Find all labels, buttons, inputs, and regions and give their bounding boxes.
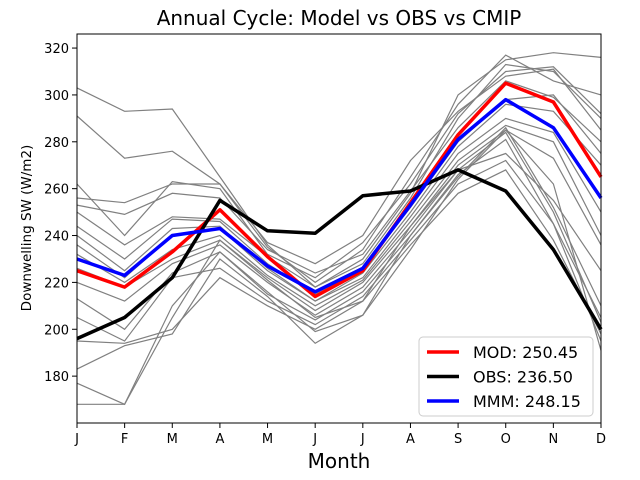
x-tick-label: A <box>406 432 415 447</box>
cmip-series-line-3 <box>76 66 602 279</box>
x-tick-label: O <box>501 432 511 447</box>
legend-label-mod: MOD: 250.45 <box>473 343 578 362</box>
plot-frame <box>76 33 602 424</box>
cmip-series-line-18 <box>77 131 602 405</box>
y-tick-label: 220 <box>44 276 69 291</box>
y-tick-label: 200 <box>44 323 69 338</box>
x-tick-label: M <box>262 432 273 447</box>
x-tick-label: S <box>454 432 462 447</box>
x-tick-label: J <box>360 432 365 447</box>
legend-label-mmm: MMM: 248.15 <box>473 392 581 411</box>
mod-series-line <box>76 81 603 299</box>
y-tick-label: 240 <box>44 230 69 245</box>
legend-label-obs: OBS: 236.50 <box>473 368 573 387</box>
x-tick-label: J <box>74 432 79 447</box>
cmip-series-line-1 <box>76 52 602 288</box>
y-tick-label: 180 <box>44 370 69 385</box>
x-tick-label: D <box>596 432 606 447</box>
cmip-series-line-15 <box>76 169 602 344</box>
x-tick-label: N <box>548 432 558 447</box>
obs-series-line <box>76 168 603 341</box>
y-tick-label: 300 <box>44 89 69 104</box>
y-tick-label: 320 <box>44 42 69 57</box>
y-axis-ticks: 180 200 220 240 260 280 300 320 <box>44 42 77 385</box>
cmip-series-line-2 <box>76 54 602 284</box>
cmip-series-line-17 <box>76 138 602 406</box>
cmip-series-line-14 <box>76 159 602 342</box>
x-axis-label: Month <box>308 449 371 473</box>
cmip-series-line-6 <box>76 63 602 288</box>
legend: MOD: 250.45 OBS: 236.50 MMM: 248.15 <box>418 336 594 417</box>
cmip-series-line-16 <box>76 129 602 370</box>
y-axis-label: Downwelling SW (W/m2) <box>19 145 35 312</box>
cmip-series-line-5 <box>76 80 602 274</box>
mmm-series-line <box>76 97 603 294</box>
x-tick-label: M <box>167 432 178 447</box>
chart-title: Annual Cycle: Model vs OBS vs CMIP <box>157 6 522 30</box>
cmip-series-line-10 <box>76 124 602 307</box>
cmip-series-line-4 <box>76 68 602 265</box>
x-tick-label: J <box>312 432 317 447</box>
y-tick-label: 280 <box>44 136 69 151</box>
legend-box <box>418 336 594 417</box>
cmip-series-layer <box>76 52 602 406</box>
x-tick-label: F <box>121 432 128 447</box>
highlight-series-layer <box>76 81 603 341</box>
y-tick-label: 260 <box>44 183 69 198</box>
x-tick-label: A <box>215 432 224 447</box>
cmip-series-line-12 <box>76 152 602 316</box>
cmip-series-line-8 <box>76 103 602 302</box>
cmip-series-line-11 <box>76 129 602 312</box>
